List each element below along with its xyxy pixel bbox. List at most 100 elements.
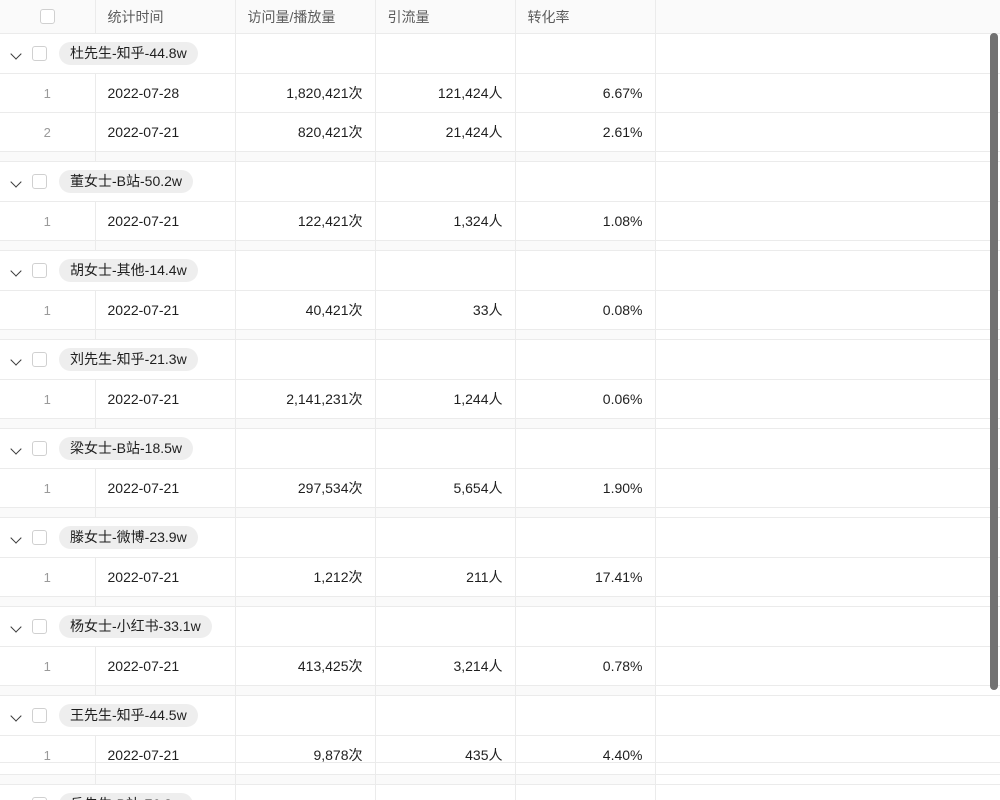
- row-visits: 1,212次: [235, 557, 376, 597]
- select-all-checkbox[interactable]: [0, 0, 95, 33]
- chevron-down-icon[interactable]: [10, 709, 24, 723]
- group-separator-cell: [515, 418, 656, 429]
- header-cell-date[interactable]: 统计时间: [95, 0, 236, 34]
- row-index: 1: [0, 468, 96, 508]
- group-header-cell: [235, 517, 376, 558]
- group-row-checkbox[interactable]: [32, 708, 47, 723]
- table-row[interactable]: 1 2022-07-21 413,425次 3,214人 0.78%: [0, 646, 1000, 686]
- group-row-checkbox[interactable]: [32, 441, 47, 456]
- group-row-checkbox[interactable]: [32, 174, 47, 189]
- group-separator-cell: [235, 240, 376, 251]
- group-separator-cell: [0, 418, 96, 429]
- header-cell-traffic[interactable]: 引流量: [375, 0, 516, 34]
- group-separator-cell: [515, 329, 656, 340]
- row-date: 2022-07-21: [95, 379, 236, 419]
- group-header-lead: 梁女士-B站-18.5w: [0, 428, 236, 469]
- group-header-cell: [235, 695, 376, 736]
- group-name-chip[interactable]: 梁女士-B站-18.5w: [59, 437, 194, 460]
- group-separator: [0, 240, 1000, 251]
- header-row: 统计时间 访问量/播放量 引流量 转化率: [0, 0, 1000, 34]
- group-row-checkbox[interactable]: [32, 46, 47, 61]
- row-visits: 2,141,231次: [235, 379, 376, 419]
- group-separator: [0, 151, 1000, 162]
- group-header-cell: [515, 695, 656, 736]
- group-row-checkbox[interactable]: [32, 263, 47, 278]
- table-row[interactable]: 1 2022-07-21 9,878次 435人 4.40%: [0, 735, 1000, 775]
- group-separator-cell: [95, 596, 236, 607]
- row-index: 1: [0, 290, 96, 330]
- header-cell-filler: [655, 0, 1000, 34]
- row-date: 2022-07-21: [95, 112, 236, 152]
- group-separator-cell: [375, 774, 516, 785]
- group-separator-cell: [95, 240, 236, 251]
- group-separator-cell: [375, 685, 516, 696]
- group-separator-cell: [95, 418, 236, 429]
- group-header-row: 梁女士-B站-18.5w: [0, 428, 1000, 469]
- table-row[interactable]: 2 2022-07-21 820,421次 21,424人 2.61%: [0, 112, 1000, 152]
- chevron-down-icon[interactable]: [10, 442, 24, 456]
- row-visits: 413,425次: [235, 646, 376, 686]
- group-separator-cell: [235, 685, 376, 696]
- header-cell-visits[interactable]: 访问量/播放量: [235, 0, 376, 34]
- group-separator: [0, 507, 1000, 518]
- group-separator-cell: [655, 685, 1000, 696]
- row-traffic: 21,424人: [375, 112, 516, 152]
- table-row[interactable]: 1 2022-07-21 122,421次 1,324人 1.08%: [0, 201, 1000, 241]
- group-separator-cell: [375, 596, 516, 607]
- group-row-checkbox[interactable]: [32, 530, 47, 545]
- footer-divider: [0, 762, 1000, 763]
- group-separator: [0, 329, 1000, 340]
- row-filler: [655, 379, 1000, 419]
- group-row-checkbox[interactable]: [32, 619, 47, 634]
- group-name-chip[interactable]: 胡女士-其他-14.4w: [59, 259, 198, 282]
- group-header-cell: [515, 517, 656, 558]
- table-row[interactable]: 1 2022-07-21 1,212次 211人 17.41%: [0, 557, 1000, 597]
- group-name-chip[interactable]: 滕女士-微博-23.9w: [59, 526, 198, 549]
- table-row[interactable]: 1 2022-07-28 1,820,421次 121,424人 6.67%: [0, 73, 1000, 113]
- group-header-cell: [375, 339, 516, 380]
- row-traffic: 1,324人: [375, 201, 516, 241]
- scrollbar-thumb[interactable]: [990, 33, 998, 690]
- group-row-checkbox[interactable]: [32, 797, 47, 800]
- row-visits: 122,421次: [235, 201, 376, 241]
- group-header-cell: [515, 161, 656, 202]
- header-cell-select: [0, 0, 96, 34]
- group-name-chip[interactable]: 刘先生-知乎-21.3w: [59, 348, 198, 371]
- chevron-down-icon[interactable]: [10, 175, 24, 189]
- chevron-down-icon[interactable]: [10, 47, 24, 61]
- row-traffic: 435人: [375, 735, 516, 775]
- row-filler: [655, 201, 1000, 241]
- group-header-cell: [235, 250, 376, 291]
- chevron-down-icon[interactable]: [10, 620, 24, 634]
- group-separator-cell: [235, 596, 376, 607]
- group-separator-cell: [0, 507, 96, 518]
- group-row-checkbox[interactable]: [32, 352, 47, 367]
- group-name-chip[interactable]: 杜先生-知乎-44.8w: [59, 42, 198, 65]
- row-filler: [655, 290, 1000, 330]
- chevron-down-icon[interactable]: [10, 353, 24, 367]
- group-separator-cell: [95, 507, 236, 518]
- group-name-chip[interactable]: 杨女士-小红书-33.1w: [59, 615, 212, 638]
- vertical-scrollbar[interactable]: [985, 0, 1000, 800]
- group-name-chip[interactable]: 岳先生-B站-76.3w: [59, 793, 194, 800]
- group-header-row: 滕女士-微博-23.9w: [0, 517, 1000, 558]
- header-cell-rate[interactable]: 转化率: [515, 0, 656, 34]
- group-header-cell: [515, 784, 656, 800]
- row-visits: 297,534次: [235, 468, 376, 508]
- group-header-cell: [375, 784, 516, 800]
- group-separator-cell: [515, 685, 656, 696]
- group-header-cell: [375, 517, 516, 558]
- table-row[interactable]: 1 2022-07-21 2,141,231次 1,244人 0.06%: [0, 379, 1000, 419]
- chevron-down-icon[interactable]: [10, 531, 24, 545]
- table-row[interactable]: 1 2022-07-21 40,421次 33人 0.08%: [0, 290, 1000, 330]
- group-name-chip[interactable]: 董女士-B站-50.2w: [59, 170, 194, 193]
- group-separator-cell: [235, 151, 376, 162]
- row-traffic: 211人: [375, 557, 516, 597]
- group-name-chip[interactable]: 王先生-知乎-44.5w: [59, 704, 198, 727]
- group-header-cell: [655, 250, 1000, 291]
- table-row[interactable]: 1 2022-07-21 297,534次 5,654人 1.90%: [0, 468, 1000, 508]
- chevron-down-icon[interactable]: [10, 264, 24, 278]
- row-rate: 0.78%: [515, 646, 656, 686]
- group-header-lead: 王先生-知乎-44.5w: [0, 695, 236, 736]
- row-visits: 1,820,421次: [235, 73, 376, 113]
